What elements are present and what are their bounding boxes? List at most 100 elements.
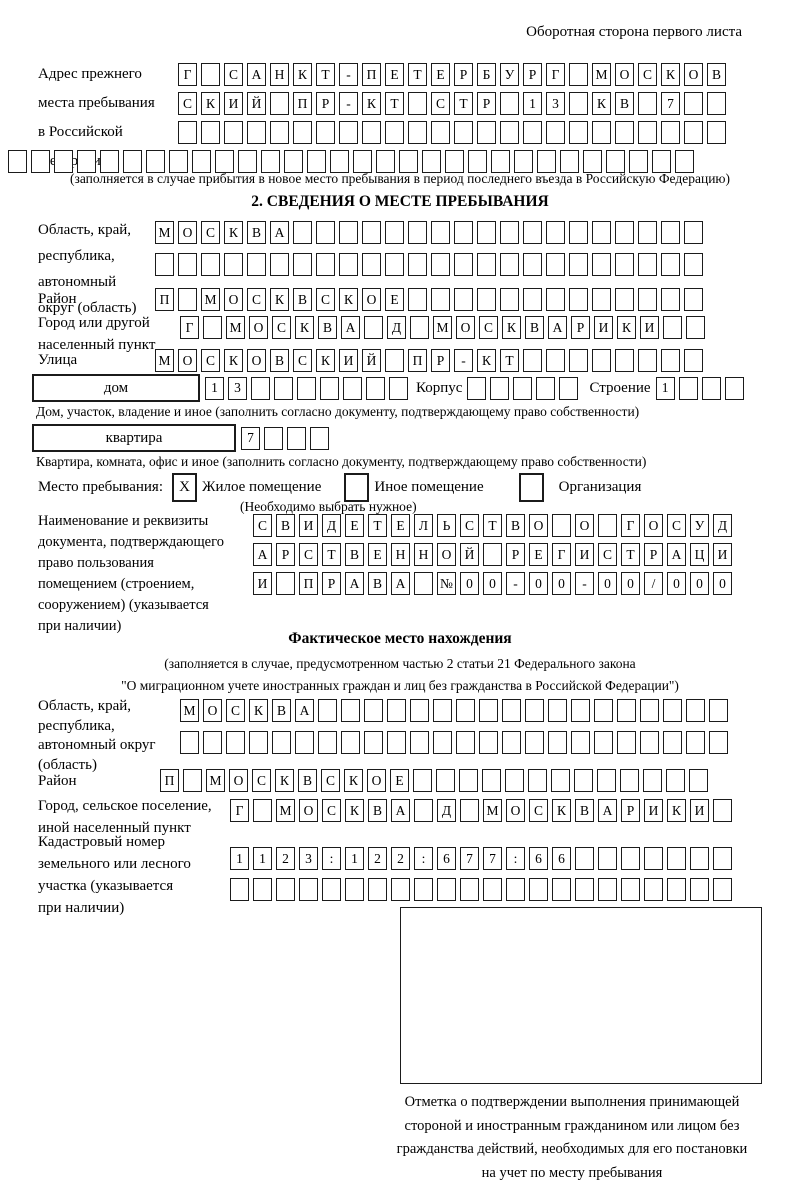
char-cell[interactable]: 2 [391, 847, 410, 870]
char-cell[interactable] [592, 253, 611, 276]
char-cell[interactable]: М [201, 288, 220, 311]
char-cell[interactable]: Е [368, 543, 387, 566]
actual-region-row-2[interactable] [180, 731, 728, 754]
char-cell[interactable] [180, 731, 199, 754]
char-cell[interactable]: С [224, 63, 243, 86]
char-cell[interactable] [640, 731, 659, 754]
char-cell[interactable] [316, 221, 335, 244]
char-cell[interactable] [261, 150, 280, 173]
char-cell[interactable] [707, 92, 726, 115]
char-cell[interactable] [552, 878, 571, 901]
char-cell[interactable]: Ц [690, 543, 709, 566]
char-cell[interactable]: А [270, 221, 289, 244]
char-cell[interactable]: 0 [621, 572, 640, 595]
char-cell[interactable] [318, 731, 337, 754]
char-cell[interactable]: 7 [483, 847, 502, 870]
char-cell[interactable]: Е [390, 769, 409, 792]
char-cell[interactable]: А [247, 63, 266, 86]
stay-option-residential-checkbox[interactable]: X [172, 473, 197, 502]
char-cell[interactable] [399, 150, 418, 173]
char-cell[interactable]: Р [431, 349, 450, 372]
char-cell[interactable] [297, 376, 316, 400]
char-cell[interactable]: Б [477, 63, 496, 86]
char-cell[interactable]: А [598, 799, 617, 822]
char-cell[interactable] [431, 288, 450, 311]
char-cell[interactable] [713, 878, 732, 901]
char-cell[interactable]: Л [414, 514, 433, 537]
char-cell[interactable]: Ь [437, 514, 456, 537]
char-cell[interactable]: С [178, 92, 197, 115]
char-cell[interactable] [178, 121, 197, 144]
char-cell[interactable] [272, 731, 291, 754]
char-cell[interactable]: И [594, 316, 613, 339]
apartment-cells[interactable]: 7 [241, 426, 329, 450]
char-cell[interactable]: О [644, 514, 663, 537]
char-cell[interactable] [537, 150, 556, 173]
document-row-3[interactable]: И П Р А В А № 0 0-0 0-0 0/0 0 0 [253, 572, 732, 595]
char-cell[interactable] [569, 221, 588, 244]
char-cell[interactable] [454, 121, 473, 144]
char-cell[interactable] [686, 699, 705, 722]
char-cell[interactable] [276, 878, 295, 901]
char-cell[interactable] [640, 699, 659, 722]
char-cell[interactable] [684, 349, 703, 372]
char-cell[interactable] [483, 543, 502, 566]
char-cell[interactable] [594, 731, 613, 754]
char-cell[interactable] [598, 878, 617, 901]
char-cell[interactable] [479, 699, 498, 722]
char-cell[interactable] [574, 769, 593, 792]
char-cell[interactable] [477, 121, 496, 144]
cadastral-row-2[interactable] [230, 878, 732, 901]
char-cell[interactable]: Р [276, 543, 295, 566]
char-cell[interactable]: Р [644, 543, 663, 566]
char-cell[interactable] [155, 253, 174, 276]
char-cell[interactable] [675, 150, 694, 173]
char-cell[interactable] [523, 288, 542, 311]
char-cell[interactable]: Т [368, 514, 387, 537]
char-cell[interactable] [643, 769, 662, 792]
char-cell[interactable] [678, 376, 698, 400]
char-cell[interactable]: У [500, 63, 519, 86]
char-cell[interactable] [414, 572, 433, 595]
char-cell[interactable] [644, 878, 663, 901]
char-cell[interactable]: К [592, 92, 611, 115]
char-cell[interactable] [316, 253, 335, 276]
char-cell[interactable]: Е [385, 63, 404, 86]
char-cell[interactable]: - [339, 92, 358, 115]
char-cell[interactable]: П [293, 92, 312, 115]
char-cell[interactable]: К [275, 769, 294, 792]
char-cell[interactable]: М [155, 221, 174, 244]
char-cell[interactable]: А [391, 799, 410, 822]
char-cell[interactable] [661, 121, 680, 144]
char-cell[interactable] [251, 376, 270, 400]
char-cell[interactable]: Е [385, 288, 404, 311]
char-cell[interactable] [408, 253, 427, 276]
char-cell[interactable] [505, 769, 524, 792]
char-cell[interactable]: В [318, 316, 337, 339]
char-cell[interactable] [368, 878, 387, 901]
char-cell[interactable]: И [253, 572, 272, 595]
char-cell[interactable]: Н [270, 63, 289, 86]
char-cell[interactable] [341, 731, 360, 754]
char-cell[interactable] [663, 699, 682, 722]
char-cell[interactable] [661, 349, 680, 372]
char-cell[interactable] [389, 376, 408, 400]
char-cell[interactable]: В [525, 316, 544, 339]
char-cell[interactable] [408, 221, 427, 244]
char-cell[interactable]: С [638, 63, 657, 86]
char-cell[interactable]: 0 [690, 572, 709, 595]
char-cell[interactable]: Р [316, 92, 335, 115]
char-cell[interactable]: № [437, 572, 456, 595]
char-cell[interactable] [617, 699, 636, 722]
char-cell[interactable] [661, 288, 680, 311]
char-cell[interactable] [477, 288, 496, 311]
char-cell[interactable]: В [270, 349, 289, 372]
char-cell[interactable]: 6 [552, 847, 571, 870]
char-cell[interactable]: О [456, 316, 475, 339]
char-cell[interactable] [638, 121, 657, 144]
char-cell[interactable]: В [615, 92, 634, 115]
